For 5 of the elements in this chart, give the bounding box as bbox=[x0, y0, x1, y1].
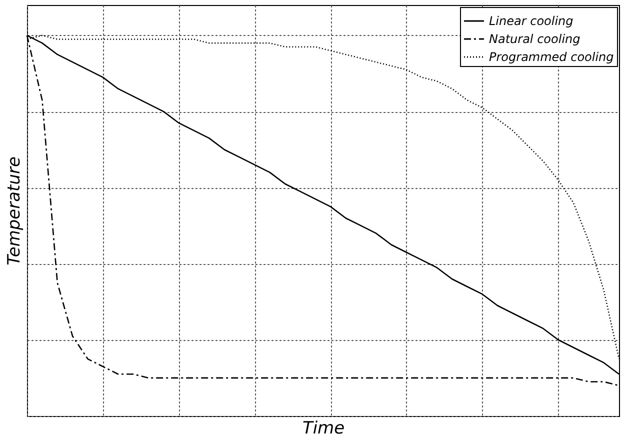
legend-label: Natural cooling bbox=[489, 32, 581, 46]
x-axis-title: Time bbox=[302, 418, 345, 438]
legend-label: Programmed cooling bbox=[489, 50, 614, 64]
legend-label: Linear cooling bbox=[489, 14, 574, 28]
y-axis-title: Temperature bbox=[4, 156, 24, 266]
